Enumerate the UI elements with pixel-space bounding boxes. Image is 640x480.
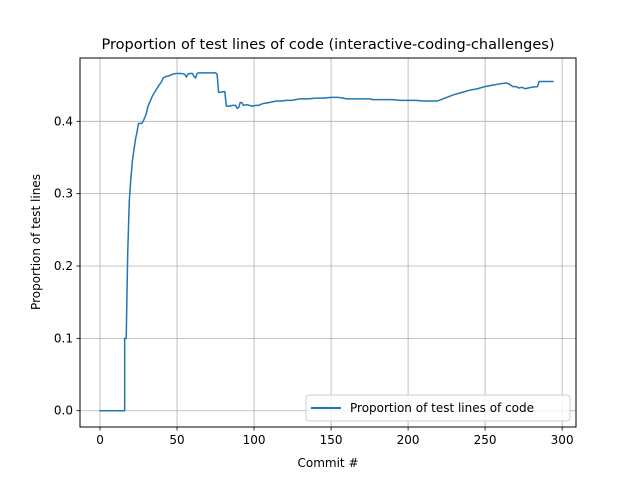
x-tick-label: 300 — [551, 433, 574, 447]
x-tick-label: 250 — [474, 433, 497, 447]
x-gridlines — [99, 58, 563, 427]
legend: Proportion of test lines of code — [305, 394, 571, 422]
x-tick-label: 50 — [169, 433, 184, 447]
series-line — [99, 72, 554, 412]
y-gridlines — [80, 120, 576, 412]
y-axis-ticks: 0.0 0.1 0.2 0.3 0.4 — [54, 114, 80, 418]
plot-area — [80, 58, 576, 427]
legend-entry-label: Proportion of test lines of code — [350, 401, 534, 415]
legend-box — [305, 394, 571, 422]
y-tick-label: 0.1 — [54, 331, 73, 345]
y-tick-label: 0.4 — [54, 114, 73, 128]
plot-frame — [79, 57, 577, 428]
x-axis-label: Commit # — [297, 456, 358, 470]
chart-title: Proportion of test lines of code (intera… — [102, 37, 555, 53]
y-tick-label: 0.3 — [54, 187, 73, 201]
x-axis-ticks: 0 50 100 150 200 250 300 — [96, 427, 574, 447]
y-axis-label: Proportion of test lines — [29, 174, 43, 310]
x-tick-label: 0 — [96, 433, 104, 447]
y-tick-label: 0.0 — [54, 404, 73, 418]
y-tick-label: 0.2 — [54, 259, 73, 273]
x-tick-label: 100 — [243, 433, 266, 447]
x-tick-label: 200 — [397, 433, 420, 447]
x-tick-label: 150 — [320, 433, 343, 447]
series-group — [99, 72, 554, 412]
